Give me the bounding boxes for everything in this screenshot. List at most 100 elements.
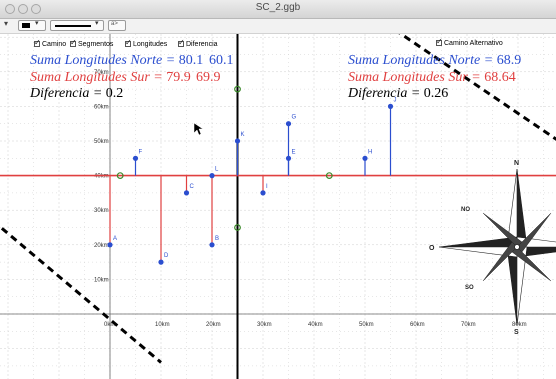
right-south-sum-value: 68.64: [484, 70, 516, 85]
x-tick-label: 10km: [155, 322, 170, 328]
compass-label-no: NO: [461, 207, 470, 213]
graphics-canvas[interactable]: 0km 10km 20km 30km 40km 50km 60km 70km 80km 70km 6…: [0, 34, 556, 379]
left-north-sum-overlap-value: 60.1: [209, 53, 234, 68]
compass-label-o: O: [429, 245, 435, 252]
left-south-sum-overlap: 69.9: [196, 71, 221, 85]
point-d: [158, 259, 164, 265]
left-north-sum-label: Suma Longitudes Norte =: [30, 53, 179, 68]
left-south-sum: Suma Longitudes Sur = 79.9: [30, 71, 191, 85]
right-north-sum-label: Suma Longitudes Norte =: [348, 53, 497, 68]
point-label-k: K: [241, 132, 245, 138]
point-label-a: A: [113, 236, 117, 242]
point-f: [132, 155, 139, 161]
x-tick-label: 70km: [461, 322, 476, 328]
left-difference: Diferencia = 0.2: [30, 87, 123, 101]
right-south-sum-label: Suma Longitudes Sur =: [348, 70, 485, 85]
y-tick-label: 60km: [94, 104, 109, 110]
point-label-e: E: [292, 149, 296, 155]
line-style-button[interactable]: ▾: [50, 20, 104, 31]
right-south-sum: Suma Longitudes Sur = 68.64: [348, 71, 516, 85]
left-south-sum-value: 79.9: [166, 70, 191, 85]
graphics-view[interactable]: 0km 10km 20km 30km 40km 50km 60km 70km 80km 70km 6…: [0, 34, 556, 379]
point-label-g: G: [292, 115, 297, 121]
point-b: [209, 242, 215, 248]
y-tick-label: 40km: [94, 174, 109, 180]
point-a: [107, 242, 113, 248]
y-tick-label: 30km: [94, 208, 109, 214]
dashed-boundary-left: [0, 224, 162, 364]
checkbox-camino-alternativo[interactable]: Camino Alternativo: [436, 37, 503, 47]
x-tick-label: 80km: [512, 322, 527, 328]
point-l: [209, 173, 215, 179]
point-c: [183, 190, 190, 196]
compass-label-so: SO: [465, 285, 474, 291]
y-tick-label: 10km: [94, 277, 109, 283]
left-difference-label: Diferencia =: [30, 86, 106, 101]
point-label-j: J: [394, 97, 397, 103]
compass-diagonal-point: [482, 212, 523, 248]
checkbox-diferencia[interactable]: Diferencia: [178, 38, 218, 48]
right-difference-label: Diferencia =: [348, 86, 424, 101]
point-label-b: B: [215, 236, 219, 242]
x-tick-label: 40km: [308, 322, 323, 328]
x-tick-label: 50km: [359, 322, 374, 328]
y-tick-label: 20km: [94, 243, 109, 249]
path-node-point: [234, 85, 241, 93]
line-thickness-icon: [55, 25, 91, 27]
point-j: [387, 103, 394, 109]
left-south-sum-overlap-value: 69.9: [196, 70, 221, 85]
compass-label-n: N: [514, 160, 519, 167]
compass-point-dark: [516, 168, 528, 248]
left-difference-value: 0.2: [105, 86, 124, 101]
style-toolbar: ▾ ▾ ▾ a>: [0, 19, 556, 34]
left-south-sum-label: Suma Longitudes Sur =: [30, 70, 167, 85]
compass-point-dark: [438, 236, 518, 248]
x-tick-label: 0km: [104, 322, 115, 328]
dropdown-arrow-icon: ▾: [35, 20, 39, 27]
color-swatch-icon: [22, 23, 30, 28]
y-tick-label: 50km: [94, 139, 109, 145]
path-node-point: [325, 172, 333, 180]
right-north-sum: Suma Longitudes Norte = 68.9: [348, 54, 521, 68]
zoom-window-button[interactable]: [31, 4, 41, 14]
right-difference-value: 0.26: [423, 86, 449, 101]
checkbox-longitudes[interactable]: Longitudes: [125, 38, 167, 48]
x-tick-label: 20km: [206, 322, 221, 328]
compass-point-dark: [506, 246, 518, 326]
point-h: [362, 155, 368, 161]
point-label-c: C: [190, 184, 195, 190]
checkbox-segmentos[interactable]: Segmentos: [70, 38, 113, 48]
label-style-text: a>: [111, 21, 118, 27]
x-tick-label: 60km: [410, 322, 425, 328]
compass-label-s: S: [514, 329, 519, 336]
point-k: [234, 138, 241, 144]
path-node-point: [234, 224, 241, 231]
right-difference: Diferencia = 0.26: [348, 87, 448, 101]
y-tick-label: 70km: [94, 70, 109, 76]
label-style-button[interactable]: a>: [108, 20, 126, 31]
left-north-sum: Suma Longitudes Norte = 80.1: [30, 54, 203, 68]
point-i: [260, 190, 266, 196]
left-north-sum-overlap: 60.1: [209, 54, 234, 68]
title-bar: SC_2.ggb: [0, 0, 556, 19]
mouse-cursor-icon: [193, 122, 204, 136]
point-g: [285, 121, 292, 127]
close-window-button[interactable]: [5, 4, 15, 14]
stylebar-toggle-icon[interactable]: ▾: [4, 19, 9, 28]
x-tick-label: 30km: [257, 322, 272, 328]
point-label-i: I: [266, 184, 268, 190]
minimize-window-button[interactable]: [18, 4, 28, 14]
window-title: SC_2.ggb: [255, 2, 301, 13]
compass-center: [514, 244, 520, 250]
left-north-sum-value: 80.1: [178, 53, 204, 68]
checkbox-camino[interactable]: Camino: [34, 38, 66, 48]
point-label-d: D: [164, 253, 169, 259]
point-label-l: L: [215, 167, 219, 173]
point-label-f: F: [139, 149, 143, 155]
path-node-point: [116, 172, 124, 180]
color-picker-button[interactable]: ▾: [18, 20, 46, 31]
right-north-sum-value: 68.9: [496, 53, 522, 68]
dropdown-arrow-icon: ▾: [95, 20, 99, 27]
point-label-h: H: [368, 149, 372, 155]
